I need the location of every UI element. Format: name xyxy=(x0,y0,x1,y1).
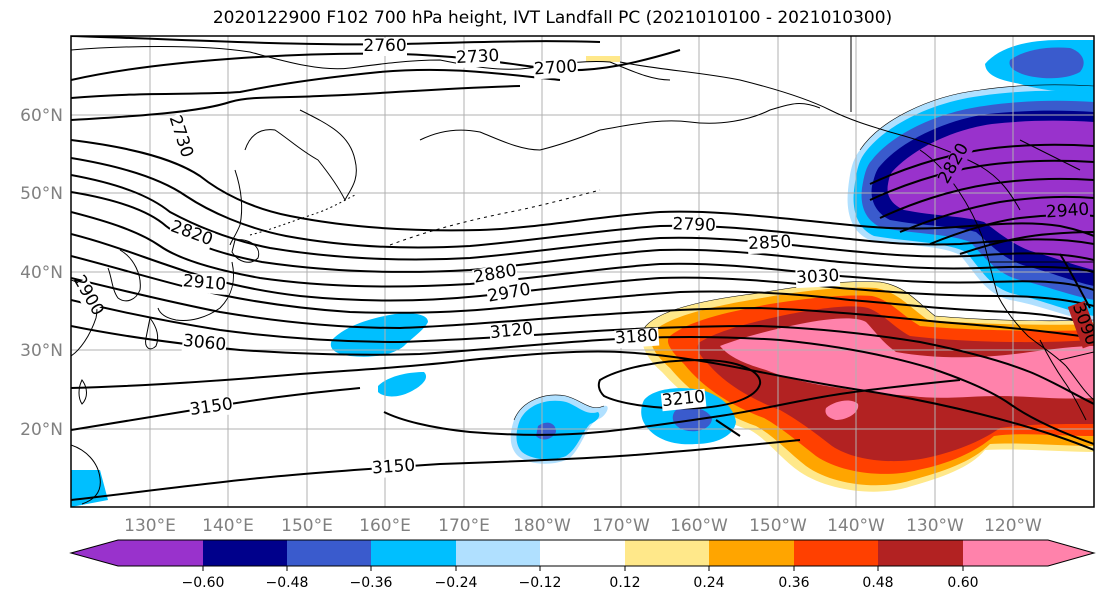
colorbar-tick-label: 0.24 xyxy=(693,575,724,591)
colorbar-swatch xyxy=(1048,540,1094,566)
colorbar-swatch xyxy=(878,540,963,566)
colorbar-swatch xyxy=(287,540,371,566)
ivt-shading xyxy=(71,40,1094,507)
lon-label: 140°W xyxy=(827,516,885,536)
coast-honshu xyxy=(157,261,234,321)
colorbar-tick-label: 0.48 xyxy=(862,575,893,591)
coast-mexico xyxy=(1065,365,1094,401)
lat-label: 40°N xyxy=(20,263,63,283)
colorbar-tick-label: −0.48 xyxy=(266,575,309,591)
colorbar-tick-label: 0.12 xyxy=(609,575,640,591)
border-us-mexico xyxy=(1059,351,1094,361)
ivt-negative-patch-6 xyxy=(71,470,108,507)
lat-axis-labels: 60°N 50°N 40°N 30°N 20°N xyxy=(20,106,63,440)
contour-label: 2850 xyxy=(748,232,792,254)
map-frame xyxy=(70,35,1095,508)
colorbar-swatch xyxy=(709,540,794,566)
ivt-negative-patch-1 xyxy=(330,313,428,357)
map-title: 2020122900 F102 700 hPa height, IVT Land… xyxy=(212,8,893,28)
coast-kamchatka xyxy=(244,109,357,202)
contour-label: 3210 xyxy=(661,387,706,411)
lat-label: 50°N xyxy=(20,184,63,204)
ivt-positive-pink-patch xyxy=(825,400,859,420)
colorbar-outline xyxy=(69,539,1096,567)
contour-label: 2940 xyxy=(1045,200,1090,223)
colorbar-swatch xyxy=(203,540,287,566)
lon-label: 140°E xyxy=(202,516,254,536)
colorbar-swatch xyxy=(963,540,1048,566)
ivt-positive-alaska-patch xyxy=(586,56,620,62)
lon-axis-labels: 130°E 140°E 150°E 160°E 170°E 180°W 170°… xyxy=(124,516,1042,536)
lat-label: 20°N xyxy=(20,420,63,440)
lat-label: 60°N xyxy=(20,106,63,126)
lon-label: 150°W xyxy=(749,516,807,536)
ivt-positive-pink-area xyxy=(720,318,1094,399)
lon-label: 180°W xyxy=(513,516,571,536)
contour-labels: 2760 2730 2700 2730 2820 2910 2900 3060 … xyxy=(71,36,1094,479)
coast-bering xyxy=(419,129,601,151)
coast-sakhalin xyxy=(229,169,243,246)
contour-label: 3180 xyxy=(614,326,659,349)
contour-label: 2790 xyxy=(672,214,716,235)
coast-siberia xyxy=(71,46,671,81)
lon-label: 160°E xyxy=(359,516,411,536)
lon-label: 130°E xyxy=(124,516,176,536)
colorbar-tick-label: −0.60 xyxy=(182,575,225,591)
colorbar-swatch xyxy=(118,540,203,566)
colorbar-swatch xyxy=(794,540,878,566)
contour-label: 2730 xyxy=(456,46,500,68)
colorbar-swatches xyxy=(71,540,1094,566)
contour-label: 3060 xyxy=(182,331,227,355)
ivt-negative-patch-2 xyxy=(378,372,427,397)
coast-baja xyxy=(1039,339,1087,421)
colorbar-swatch xyxy=(71,540,118,566)
coast-kurils xyxy=(249,194,356,236)
colorbar-swatch xyxy=(540,540,625,566)
colorbar-tick-label: −0.24 xyxy=(435,575,478,591)
colorbar-tick-label: 0.60 xyxy=(947,575,978,591)
coast-uswest xyxy=(981,235,1067,367)
contour-label: 3120 xyxy=(489,319,534,343)
coast-kyushu xyxy=(145,316,159,350)
lon-label: 150°E xyxy=(281,516,333,536)
colorbar-swatch xyxy=(456,540,540,566)
lat-label: 30°N xyxy=(20,341,63,361)
colorbar-swatch xyxy=(625,540,709,566)
lon-label: 160°W xyxy=(670,516,728,536)
lon-label: 170°E xyxy=(438,516,490,536)
colorbar-swatch xyxy=(371,540,456,566)
ivt-negative-patch-4 xyxy=(516,400,600,460)
contour-label: 3030 xyxy=(796,266,840,288)
contour-label: 2700 xyxy=(533,57,578,80)
colorbar: −0.60 −0.48 −0.36 −0.24 −0.12 0.12 0.24 … xyxy=(69,539,1096,591)
coast-aleutians xyxy=(389,189,601,246)
contour-label: 3150 xyxy=(371,456,416,479)
border-canada-interior xyxy=(1019,139,1081,171)
colorbar-ticks xyxy=(202,566,964,571)
coastlines xyxy=(71,36,1094,505)
contour-label: 2760 xyxy=(363,36,406,56)
ivt-negative-arctic-royal xyxy=(1009,47,1084,79)
lon-label: 170°W xyxy=(592,516,650,536)
coast-korea xyxy=(107,249,141,302)
colorbar-tick-label: −0.36 xyxy=(350,575,393,591)
coast-philippines xyxy=(71,444,101,505)
colorbar-tick-label: 0.36 xyxy=(778,575,809,591)
colorbar-tick-label: −0.12 xyxy=(519,575,562,591)
coast-hawaii xyxy=(715,419,741,437)
lon-label: 120°W xyxy=(984,516,1042,536)
lon-label: 130°W xyxy=(906,516,964,536)
height-contours xyxy=(71,36,1094,501)
coast-alaska-peninsula xyxy=(599,103,821,131)
contour-label: 2910 xyxy=(182,271,227,295)
